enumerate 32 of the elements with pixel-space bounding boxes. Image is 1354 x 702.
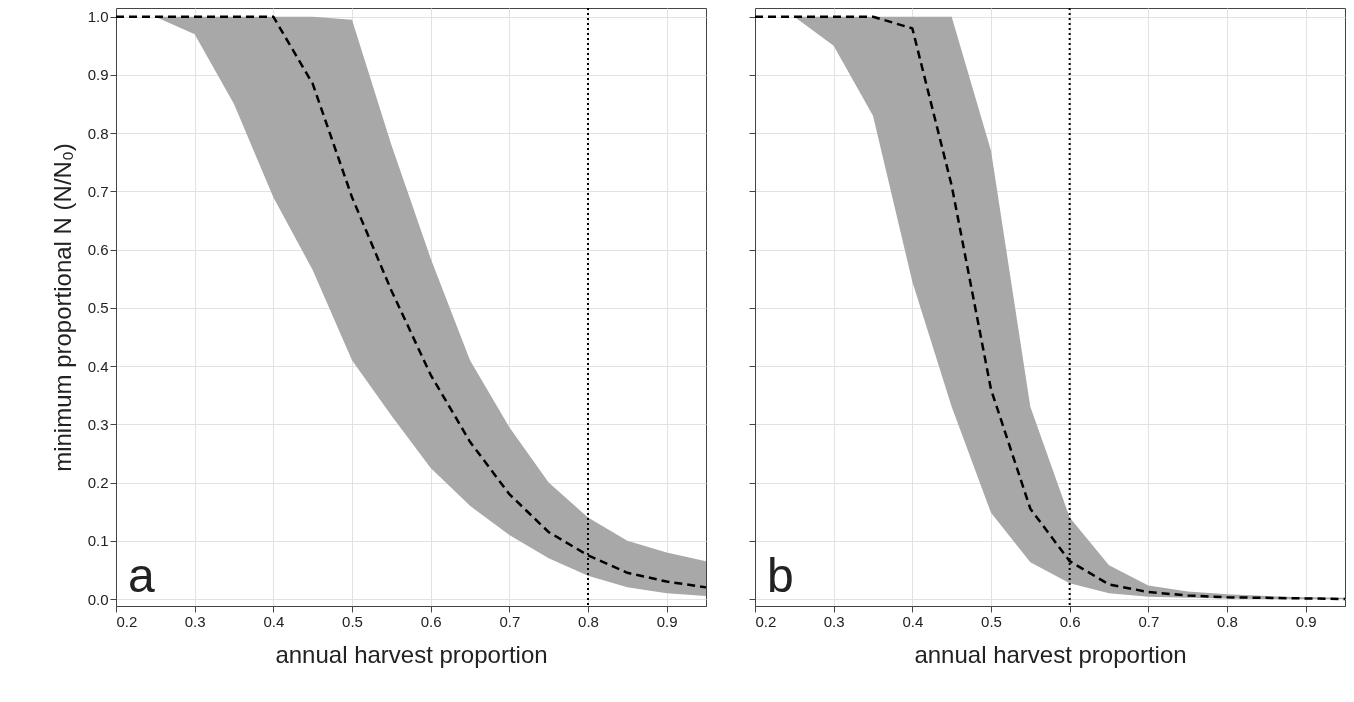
x-tick-label: 0.5 <box>981 612 1002 630</box>
x-tick-label: 0.4 <box>902 612 924 630</box>
annotation: a <box>128 549 155 602</box>
x-tick-label: 0.8 <box>1217 612 1238 630</box>
y-tick-label: 0.5 <box>87 299 109 317</box>
x-tick-label: 0.4 <box>263 612 285 630</box>
y-tick-label: 0.9 <box>87 66 109 84</box>
y-tick-label: 0.3 <box>87 415 109 433</box>
x-axis-title: annual harvest proportion <box>275 640 548 668</box>
y-tick-label: 0.8 <box>87 124 109 142</box>
x-tick-label: 0.3 <box>184 612 206 630</box>
y-axis-title: minimum proportional N (N/N₀) <box>48 143 76 472</box>
y-tick-label: 0.2 <box>87 474 109 492</box>
x-axis-title: annual harvest proportion <box>914 640 1187 668</box>
y-tick-label: 0.6 <box>87 241 109 259</box>
x-tick-label: 0.2 <box>755 612 777 630</box>
y-tick-label: 0.4 <box>87 357 109 375</box>
annotation: b <box>767 549 794 602</box>
y-tick-label: 0.1 <box>87 532 109 550</box>
x-tick-label: 0.2 <box>116 612 138 630</box>
x-tick-label: 0.9 <box>656 612 678 630</box>
y-tick-label: 1.0 <box>87 8 109 26</box>
y-tick-label: 0.7 <box>87 182 109 200</box>
y-tick-label: 0.0 <box>87 590 109 608</box>
x-tick-label: 0.3 <box>823 612 845 630</box>
x-tick-label: 0.7 <box>499 612 521 630</box>
x-tick-label: 0.6 <box>420 612 442 630</box>
x-tick-label: 0.5 <box>342 612 363 630</box>
x-tick-label: 0.7 <box>1138 612 1160 630</box>
x-tick-label: 0.8 <box>578 612 599 630</box>
x-tick-label: 0.9 <box>1295 612 1317 630</box>
x-tick-label: 0.6 <box>1059 612 1081 630</box>
